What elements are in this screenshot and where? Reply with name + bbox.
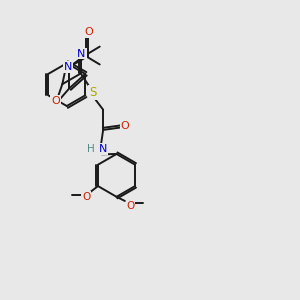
Text: O: O <box>126 201 135 211</box>
Text: O: O <box>121 121 129 131</box>
Text: O: O <box>51 96 60 106</box>
Text: O: O <box>85 27 94 37</box>
Text: O: O <box>82 192 90 202</box>
Text: H: H <box>87 144 94 154</box>
Text: N: N <box>64 62 72 72</box>
Text: S: S <box>89 86 96 99</box>
Text: N: N <box>99 144 107 154</box>
Text: N: N <box>77 49 86 58</box>
